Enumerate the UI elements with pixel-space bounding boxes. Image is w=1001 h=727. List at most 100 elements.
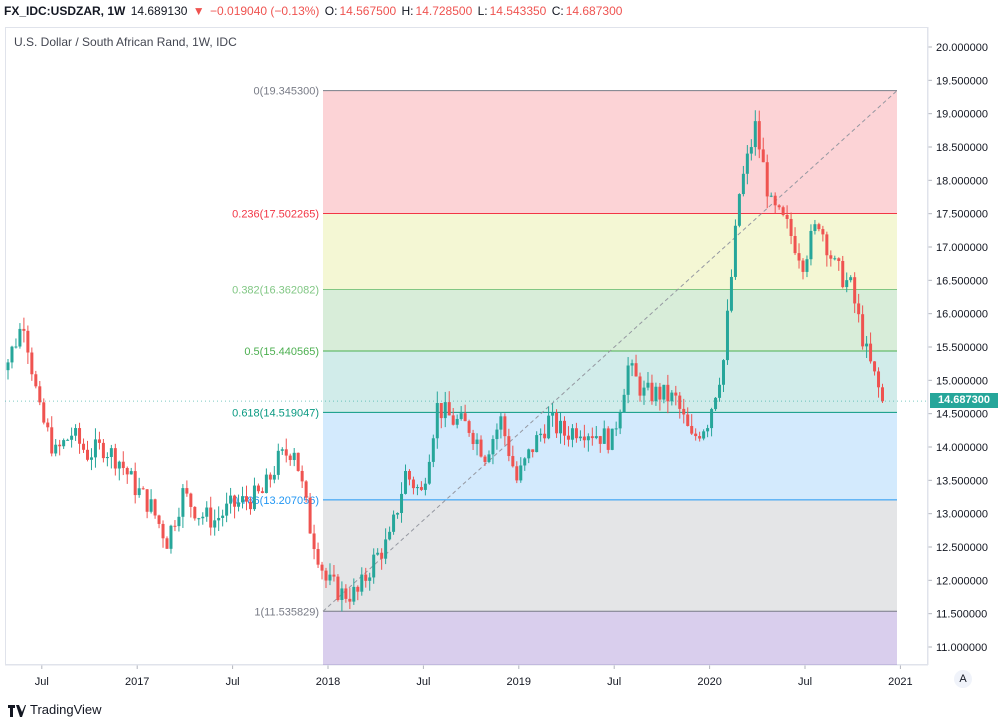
candle-body <box>570 428 574 440</box>
candle-body <box>451 415 455 425</box>
candle-body <box>121 461 125 469</box>
candle-body <box>630 363 634 366</box>
candle-body <box>662 384 666 400</box>
candle-body <box>761 149 765 163</box>
open-label: O: <box>324 4 338 18</box>
fib-level-label: 1(11.535829) <box>254 606 319 618</box>
candle-body <box>153 499 157 516</box>
candle-body <box>260 491 264 494</box>
candle-body <box>825 234 829 256</box>
candle-body <box>574 428 578 439</box>
y-tick-label: 17.000000 <box>936 242 988 254</box>
candle-body <box>344 588 348 599</box>
candle-body <box>539 433 543 436</box>
candle-body <box>483 456 487 462</box>
candle-body <box>356 586 360 592</box>
candle-body <box>718 384 722 398</box>
y-tick-label: 19.000000 <box>936 109 988 121</box>
candle-body <box>678 395 682 409</box>
candle-body <box>877 371 881 388</box>
candle-body <box>384 539 388 559</box>
symbol-name[interactable]: FX_IDC:USDZAR, 1W <box>4 4 126 18</box>
candle-body <box>694 433 698 437</box>
fib-trend-line <box>322 90 898 612</box>
y-tick-label: 16.000000 <box>936 309 988 321</box>
candle-body <box>598 436 602 444</box>
candle-body <box>634 363 638 377</box>
candle-body <box>225 503 229 516</box>
candle-body <box>837 258 841 261</box>
candle-body <box>324 570 328 581</box>
candle-body <box>602 428 606 444</box>
candle-body <box>543 433 547 439</box>
candle-body <box>674 392 678 396</box>
candle-body <box>396 512 400 515</box>
candle-body <box>765 162 769 197</box>
candle-body <box>245 496 248 502</box>
candle-body <box>479 439 483 457</box>
candle-body <box>801 260 805 272</box>
candle-body <box>364 574 368 581</box>
candle-body <box>248 501 252 510</box>
fib-level-label: 0.236(17.502265) <box>232 209 319 221</box>
candle-body <box>785 215 789 219</box>
open-value: 14.567500 <box>339 4 397 18</box>
candle-body <box>725 310 729 361</box>
candle-body <box>105 456 109 459</box>
fib-level-label: 0(19.345300) <box>254 86 319 98</box>
candle-body <box>531 449 535 453</box>
candle-body <box>622 394 626 413</box>
tradingview-logo-icon <box>8 704 26 717</box>
candle-body <box>833 258 837 260</box>
y-tick-label: 11.500000 <box>936 609 987 621</box>
candle-body <box>400 493 404 513</box>
candle-body <box>586 436 590 441</box>
candle-body <box>682 408 686 415</box>
candle-body <box>797 253 801 261</box>
x-tick-label: Jul <box>35 676 49 688</box>
fib-zone <box>323 90 897 214</box>
candle-body <box>54 444 58 454</box>
y-tick-label: 12.000000 <box>936 575 988 587</box>
candle-body <box>813 224 817 231</box>
chart-title: U.S. Dollar / South African Rand, 1W, ID… <box>14 35 237 49</box>
last-price: 14.689130 <box>130 4 188 18</box>
candle-body <box>78 428 82 444</box>
fib-level-label: 0.5(15.440565) <box>244 346 319 358</box>
y-tick-label: 15.500000 <box>936 342 988 354</box>
candle-body <box>670 392 674 402</box>
candle-body <box>348 598 352 602</box>
candle-body <box>30 352 34 375</box>
y-tick-label: 15.000000 <box>936 375 988 387</box>
candle-body <box>268 474 272 480</box>
candle-body <box>865 343 869 347</box>
candle-body <box>125 468 129 475</box>
candle-body <box>849 277 853 281</box>
candle-body <box>388 531 392 540</box>
candle-body <box>535 435 539 453</box>
candle-body <box>455 418 459 425</box>
candle-body <box>729 276 733 311</box>
tradingview-footer[interactable]: TradingView <box>8 702 102 717</box>
candle-body <box>181 488 185 517</box>
y-tick-label: 14.000000 <box>936 442 988 454</box>
candle-body <box>435 403 439 439</box>
candle-body <box>133 471 137 496</box>
candle-body <box>423 483 427 490</box>
candle-body <box>555 412 559 434</box>
candle-body <box>38 386 42 403</box>
high-value: 14.728500 <box>415 4 473 18</box>
candle-body <box>241 496 245 503</box>
candle-body <box>427 461 431 484</box>
candle-body <box>328 574 332 581</box>
candle-body <box>292 452 296 461</box>
candle-body <box>62 440 66 447</box>
close-value: 14.687300 <box>565 4 623 18</box>
candle-body <box>733 225 737 277</box>
candle-body <box>793 236 797 254</box>
candle-body <box>471 432 475 445</box>
candle-body <box>221 515 225 518</box>
candle-body <box>360 574 364 592</box>
candle-body <box>26 330 30 353</box>
auto-scale-button[interactable]: A <box>954 670 972 688</box>
